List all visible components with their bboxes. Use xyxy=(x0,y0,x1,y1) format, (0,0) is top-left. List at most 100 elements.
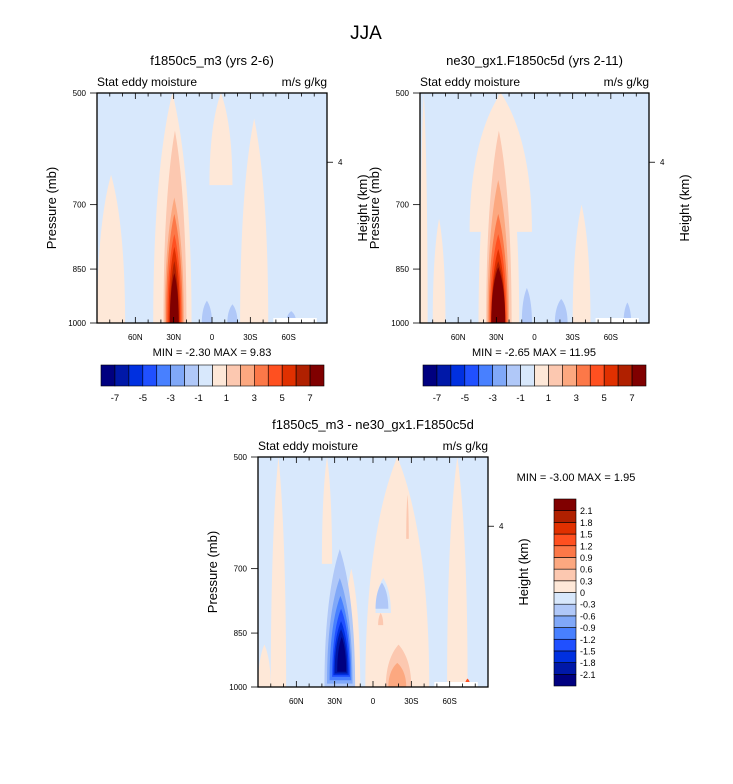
contour-region xyxy=(227,304,238,323)
colorbar-box xyxy=(553,510,577,523)
contour-region xyxy=(554,298,568,323)
colorbar-label: 1 xyxy=(546,393,551,404)
colorbar-label: -1 xyxy=(194,393,202,404)
min-max-max: 1.95 xyxy=(611,472,635,484)
y-tick-label: 700 xyxy=(73,201,87,210)
min-max-min: -2.65 xyxy=(502,347,533,359)
y-right-tick-label: 4 xyxy=(499,522,504,531)
min-max-min-label: MIN = xyxy=(153,347,183,359)
colorbar: -7 -5 -3 -1 1 3 5 7 xyxy=(422,364,647,404)
colorbar-box xyxy=(553,557,577,570)
contour-region xyxy=(209,93,233,186)
min-max-readout: MIN = -2.65 MAX = 11.95 xyxy=(472,347,596,359)
panel-title: f1850c5_m3 (yrs 2-6) xyxy=(150,53,274,68)
contour-region xyxy=(97,174,126,323)
colorbar-label: 0.6 xyxy=(580,565,593,575)
x-tick-label: 60S xyxy=(604,333,618,342)
contour-region xyxy=(321,457,333,564)
min-max-min: -3.00 xyxy=(546,472,577,484)
colorbar-box xyxy=(492,364,507,387)
min-max-min-label: MIN = xyxy=(472,347,502,359)
min-max-readout: MIN = -2.30 MAX = 9.83 xyxy=(153,347,272,359)
colorbar-box xyxy=(553,498,577,511)
x-tick-label: 30N xyxy=(327,697,342,706)
y-tick-label: 500 xyxy=(396,89,410,98)
contour-region xyxy=(201,300,212,323)
contour-region xyxy=(491,267,506,323)
min-max-readout: MIN = -3.00 MAX = 1.95 xyxy=(517,472,636,484)
contour-field xyxy=(258,457,488,687)
contour-region xyxy=(375,582,389,609)
panel-control: 60N 30N 0 30S 60S 500 700 850 1000 4 ne30_gx1.F185… xyxy=(367,53,692,404)
colorbar-label: 5 xyxy=(602,393,607,404)
contour-region xyxy=(258,644,271,687)
colorbar-box xyxy=(254,364,269,387)
colorbar-box xyxy=(142,364,158,387)
contour-region xyxy=(406,494,409,539)
min-max-min: -2.30 xyxy=(182,347,213,359)
colorbar-box xyxy=(240,364,255,387)
colorbar-label: -7 xyxy=(111,393,119,404)
y-tick-label: 700 xyxy=(234,565,248,574)
colorbar-label: 0 xyxy=(580,588,585,598)
colorbar-label: 5 xyxy=(280,393,285,404)
y-axis-label: Pressure (mb) xyxy=(367,167,382,249)
min-max-max-label: MAX = xyxy=(214,347,247,359)
y-axis-label-right: Height (km) xyxy=(355,174,370,241)
missing-data-box xyxy=(273,317,317,323)
colorbar-label: -7 xyxy=(433,393,441,404)
colorbar-box xyxy=(553,674,577,687)
colorbar-label: 3 xyxy=(574,393,579,404)
colorbar-box xyxy=(576,364,591,387)
contour-region xyxy=(270,457,287,687)
colorbar-box xyxy=(212,364,227,387)
colorbar-box xyxy=(281,364,297,387)
contour-background xyxy=(420,93,649,323)
missing-data-box xyxy=(595,317,639,323)
min-max-max: 11.95 xyxy=(566,347,596,359)
colorbar-label: 0.3 xyxy=(580,576,593,586)
y-right-tick-label: 4 xyxy=(338,158,343,167)
y-tick-label: 1000 xyxy=(391,319,409,328)
colorbar-box xyxy=(267,364,283,387)
y-tick-label: 500 xyxy=(234,453,248,462)
y-tick-label: 500 xyxy=(73,89,87,98)
colorbar-box xyxy=(464,364,480,387)
colorbar-label: -3 xyxy=(166,393,174,404)
colorbar-label: 1.5 xyxy=(580,530,593,540)
colorbar-box xyxy=(553,592,577,605)
colorbar-box xyxy=(548,364,563,387)
colorbar-label: 7 xyxy=(307,393,312,404)
panel-subtitle-right: m/s g/kg xyxy=(604,75,649,89)
contour-region xyxy=(365,457,430,687)
contour-region xyxy=(623,302,632,323)
y-right-tick-label: 4 xyxy=(660,158,665,167)
colorbar-label: -5 xyxy=(139,393,147,404)
min-max-max-label: MAX = xyxy=(533,347,566,359)
colorbar-label: -1 xyxy=(516,393,524,404)
x-tick-label: 60S xyxy=(443,697,457,706)
x-tick-label: 0 xyxy=(532,333,537,342)
colorbar-box xyxy=(436,364,452,387)
x-tick-label: 60S xyxy=(282,333,296,342)
colorbar-label: -5 xyxy=(461,393,469,404)
colorbar-box xyxy=(128,364,144,387)
colorbar-label: -0.3 xyxy=(580,600,596,610)
contour-field xyxy=(420,93,649,323)
contour-region xyxy=(337,636,347,672)
min-max-min-label: MIN = xyxy=(517,472,547,484)
contour-field xyxy=(97,93,327,323)
colorbar-box xyxy=(309,364,325,387)
x-tick-label: 0 xyxy=(371,697,376,706)
colorbar-box xyxy=(589,364,605,387)
contour-region xyxy=(169,272,179,323)
panel-subtitle-left: Stat eddy moisture xyxy=(420,75,520,89)
colorbar-label: -1.5 xyxy=(580,646,596,656)
y-tick-label: 850 xyxy=(73,265,87,274)
panel-subtitle-left: Stat eddy moisture xyxy=(97,75,197,89)
colorbar-label: -1.8 xyxy=(580,658,596,668)
missing-data-box xyxy=(434,681,478,687)
panel-subtitle-right: m/s g/kg xyxy=(282,75,327,89)
colorbar-box xyxy=(520,364,535,387)
colorbar-label: 3 xyxy=(252,393,257,404)
